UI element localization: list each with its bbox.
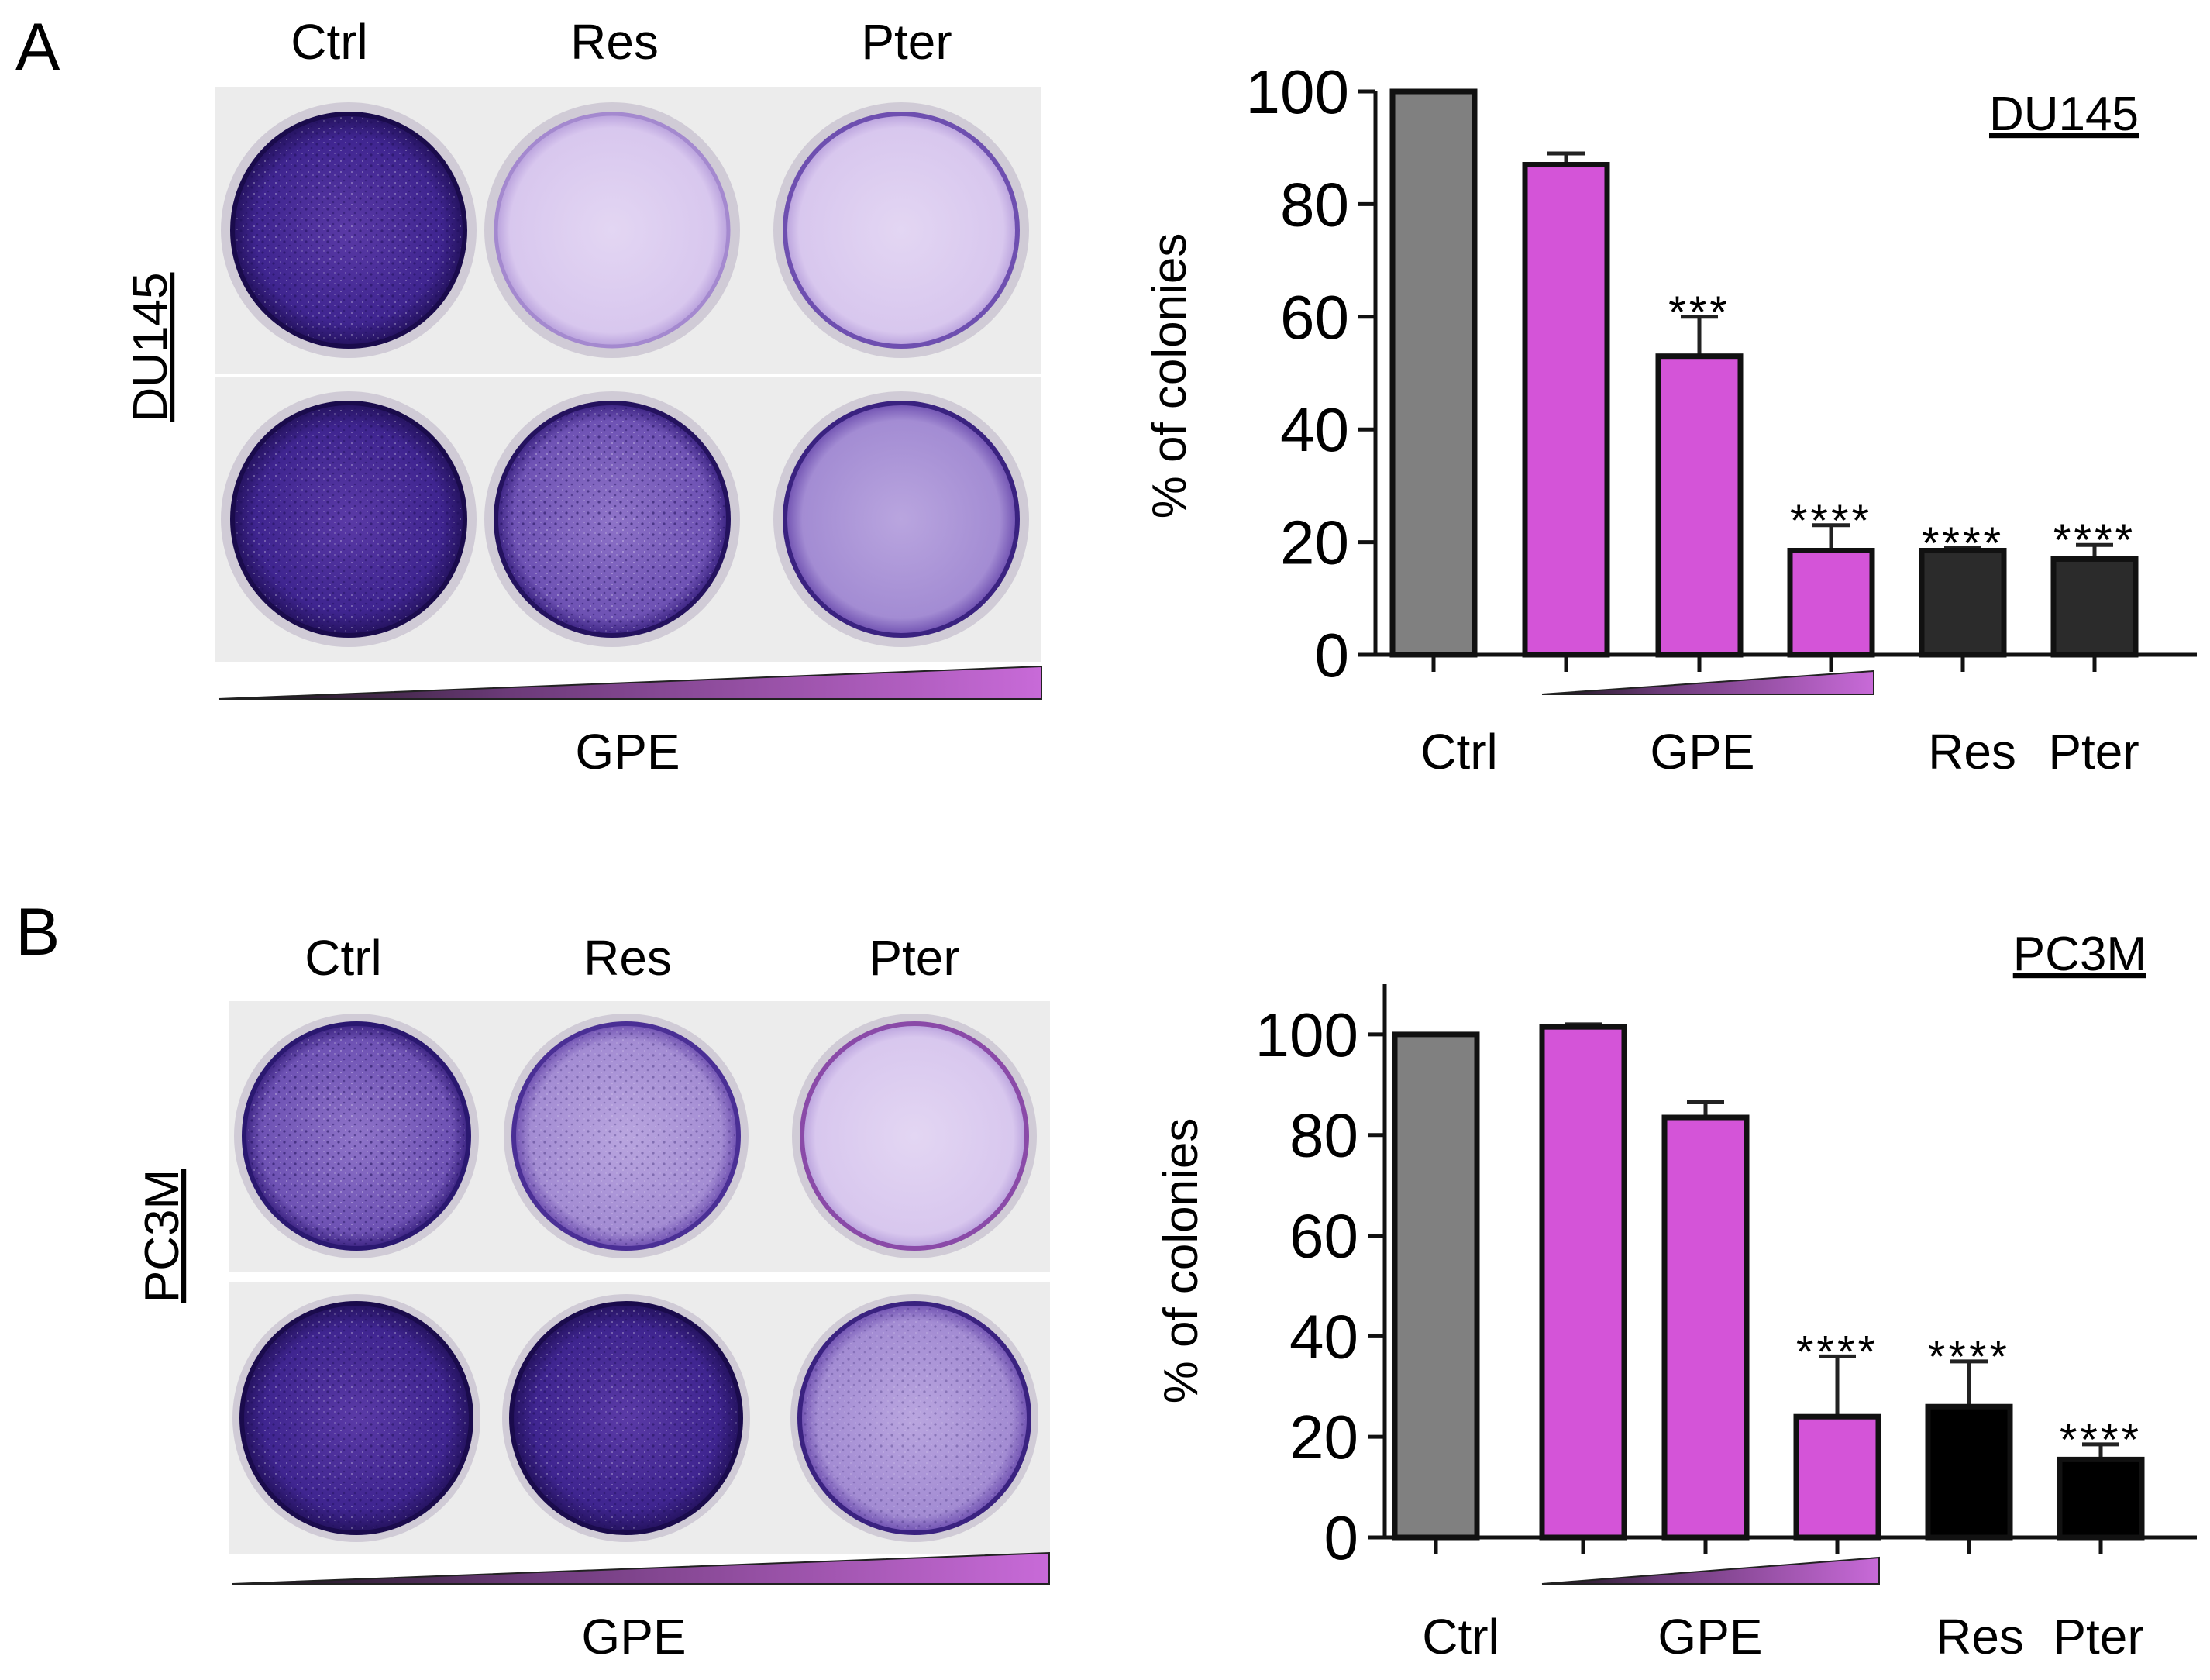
- well-a-bottom-pter: [783, 401, 1020, 638]
- well-a-top-pter: [783, 112, 1020, 349]
- chart-a-y-tick-label: 40: [1280, 395, 1349, 464]
- chart-b-y-tick-label: 40: [1289, 1302, 1358, 1371]
- plate-a-top: [215, 87, 1041, 374]
- chart-a-bar: [1787, 548, 1875, 658]
- chart-b-y-tick-label: 60: [1289, 1202, 1358, 1271]
- chart-b-sig-label: ****: [2060, 1415, 2142, 1465]
- chart-a-bar: [1655, 353, 1744, 658]
- plate-a-label-res: Res: [570, 14, 659, 70]
- chart-a-bar: [1522, 162, 1610, 658]
- chart-a-title: DU145: [1989, 88, 2139, 141]
- panel-b: B Ctrl Res Pter PC3M: [15, 895, 2197, 1665]
- chart-a-y-tick-label: 100: [1246, 57, 1349, 126]
- chart-b-y-label-group: % of colonies: [1155, 1118, 1208, 1404]
- chart-a-y-label-group: % of colonies: [1143, 233, 1196, 519]
- chart-a-x-group-label: Pter: [2048, 724, 2139, 780]
- plate-b-label-pter: Pter: [869, 930, 959, 986]
- panel-letter-a: A: [15, 10, 60, 84]
- chart-a-sig-label: ****: [2053, 515, 2136, 566]
- chart-a-x-group-label: Ctrl: [1420, 724, 1498, 780]
- chart-a-bar: [2050, 556, 2139, 658]
- plate-b-bottom: [229, 1282, 1050, 1554]
- chart-a-gpe-wedge: [1541, 670, 1874, 695]
- chart-b-bar: [1392, 1031, 1480, 1541]
- chart-a-y-tick-label: 80: [1280, 170, 1349, 239]
- panel-a: A Ctrl Res Pter DU145: [15, 10, 2197, 780]
- chart-b-sig-label: ****: [1796, 1327, 1878, 1377]
- chart-a-y-tick-label: 60: [1280, 283, 1349, 352]
- chart-b-y-tick-label: 80: [1289, 1101, 1358, 1170]
- plate-b-cell-line-label: PC3M: [136, 1169, 189, 1303]
- chart-b: 0 20 40 60 80 100 % of colonies PC3M **** **** ***…: [1155, 928, 2197, 1665]
- well-a-top-res: [494, 112, 731, 349]
- plate-b-label-res: Res: [583, 930, 672, 986]
- chart-b-y-label: % of colonies: [1155, 1118, 1208, 1404]
- chart-b-y-tick-label: 100: [1255, 1000, 1358, 1069]
- chart-b-bar: [2057, 1456, 2145, 1541]
- chart-a-x-group-label: Res: [1928, 724, 2016, 780]
- plate-b-gpe-wedge: [232, 1551, 1050, 1585]
- chart-b-x-group-label: Ctrl: [1422, 1609, 1499, 1665]
- chart-b-bar: [1925, 1403, 2013, 1541]
- plate-a-gpe-wedge: [218, 665, 1042, 700]
- plate-b-gpe-label: GPE: [581, 1609, 686, 1665]
- chart-a-sig-label: ****: [1790, 496, 1872, 546]
- chart-a-y-label: % of colonies: [1143, 233, 1196, 519]
- chart-a-bar: [1389, 88, 1478, 658]
- chart-b-title: PC3M: [2013, 928, 2146, 981]
- chart-b-y-tick-label: 20: [1289, 1403, 1358, 1472]
- chart-a-sig-label: ***: [1668, 287, 1730, 338]
- chart-b-bar: [1661, 1114, 1750, 1541]
- plate-a-cell-line-label: DU145: [124, 273, 177, 422]
- chart-a-sig-label: ****: [1922, 518, 2004, 569]
- chart-a-bar: [1919, 548, 2007, 658]
- plate-a-gpe-label: GPE: [575, 724, 680, 780]
- chart-a-x-group-label: GPE: [1650, 724, 1754, 780]
- chart-b-x-group-label: Pter: [2053, 1609, 2143, 1665]
- chart-b-sig-label: ****: [1928, 1332, 2010, 1382]
- plate-b-top: [229, 1001, 1050, 1272]
- chart-b-gpe-wedge: [1541, 1556, 1880, 1585]
- plate-a-bottom: [215, 377, 1041, 662]
- well-b-top-pter: [800, 1021, 1029, 1251]
- chart-a-y-tick-label: 20: [1280, 508, 1349, 577]
- chart-b-y-tick-label: 0: [1324, 1503, 1359, 1572]
- chart-b-bar: [1539, 1024, 1627, 1541]
- plate-a-label-ctrl: Ctrl: [291, 14, 368, 70]
- chart-b-x-group-label: Res: [1936, 1609, 2024, 1665]
- chart-a-y-tick-label: 0: [1315, 621, 1350, 690]
- chart-b-x-group-label: GPE: [1658, 1609, 1762, 1665]
- plate-a-label-pter: Pter: [861, 14, 952, 70]
- plate-b-label-ctrl: Ctrl: [305, 930, 382, 986]
- panel-letter-b: B: [15, 895, 60, 969]
- chart-b-bar: [1793, 1413, 1881, 1541]
